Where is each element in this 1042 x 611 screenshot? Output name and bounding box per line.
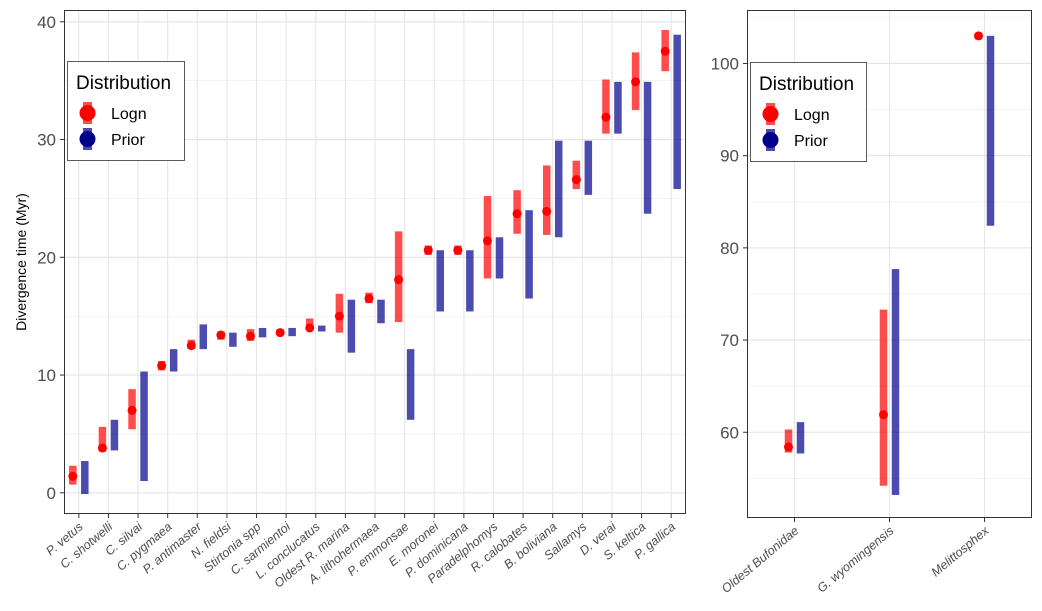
legend-key-dot [79,105,96,121]
legend-key-dot [762,132,779,148]
prior-range-bar-c-pygmaea [169,349,178,372]
left-legend-key-prior [79,128,96,150]
logn-point-b-boliviana [542,206,552,216]
left-panel-marks [68,30,681,494]
logn-point-melittosphex [974,31,983,41]
prior-range-bar-a-lithohermaea [377,299,385,324]
prior-range-bar-e-moronei [436,250,444,312]
prior-range-bar-oldest-bufonidae [796,422,805,454]
logn-point-stirtonia-spp [246,331,256,341]
y-tick-label: 0 [47,484,56,503]
left-panel-grid [64,10,686,514]
prior-range-bar-melittosphex [986,35,995,226]
logn-point-l-conclucatus [305,323,315,333]
prior-range-bar-c-silvai [140,371,148,482]
logn-point-p-vetus [68,471,78,481]
logn-point-c-shotwelli [97,443,107,453]
right-legend-title: Distribution [759,74,854,95]
prior-range-bar-r-calobates [525,210,533,299]
right-legend-key-logn [762,103,779,125]
logn-range-bar-b-boliviana [542,165,551,235]
logn-point-r-calobates [512,209,522,219]
logn-point-e-moronei [423,245,433,255]
legend-key-dot [79,131,96,147]
prior-range-bar-c-shotwelli [110,419,119,451]
prior-range-bar-sallamys [584,140,593,195]
logn-range-bar-oldest-bufonidae [784,429,793,453]
logn-point-n-fieldsi [216,330,226,340]
left-panel-legend: Distribution Logn Prior [67,61,185,161]
right-legend-key-prior [762,129,779,151]
y-tick-label: 70 [720,331,739,350]
y-tick-label: 30 [37,131,56,150]
prior-range-bar-paradelphomys [495,237,504,279]
logn-point-g-wyomingensis [879,410,888,420]
left-legend-key-logn [79,102,96,124]
prior-range-bar-d-verai [614,81,622,134]
left-legend-label-logn: Logn [111,106,147,123]
logn-range-bar-c-shotwelli [98,426,107,452]
left-panel-y-axis-label: Divergence time (Myr) [13,193,29,331]
y-tick-label: 20 [37,248,56,267]
logn-point-d-verai [601,112,611,122]
prior-range-bar-p-vetus [81,461,89,494]
y-tick-label: 40 [37,13,56,32]
logn-point-sallamys [571,175,581,185]
left-legend-label-prior: Prior [111,132,145,149]
left-legend-title: Distribution [76,73,171,94]
prior-range-bar-b-boliviana [554,140,563,238]
prior-range-bar-c-sarmientoi [288,327,296,337]
right-panel-marks [784,31,995,495]
logn-range-bar-sallamys [572,160,581,189]
right-legend-label-logn: Logn [794,107,830,124]
left-panel-border [64,10,686,514]
logn-point-c-silvai [127,405,137,415]
logn-point-c-sarmientoi [275,328,285,338]
prior-range-bar-n-fieldsi [229,332,237,347]
logn-point-oldest-bufonidae [784,442,793,452]
prior-range-bar-s-keltica [643,81,652,214]
logn-point-oldest-r-marina [334,311,344,321]
prior-range-bar-p-dominicana [466,250,474,312]
logn-point-p-antimaster [186,341,196,351]
right-panel-border [747,10,1032,518]
logn-range-bar-g-wyomingensis [879,309,888,486]
left-panel-y-ticks: 0 10 20 30 40 [37,13,64,503]
y-tick-label: 90 [720,147,739,166]
prior-range-bar-stirtonia-spp [258,327,267,338]
prior-range-bar-p-gallica [673,34,681,189]
logn-range-bar-d-verai [602,79,610,134]
y-tick-label: 100 [711,54,739,73]
y-tick-label: 10 [37,366,56,385]
right-panel-y-ticks: 60 70 80 90 100 [711,54,747,442]
prior-range-bar-p-antimaster [199,324,208,350]
logn-point-paradelphomys [482,236,492,246]
logn-point-c-pygmaea [157,361,167,371]
right-panel-legend: Distribution Logn Prior [750,62,867,162]
prior-range-bar-p-emmonsae [406,349,415,420]
prior-range-bar-oldest-r-marina [347,299,356,353]
logn-point-p-gallica [660,46,670,56]
y-tick-label: 60 [720,423,739,442]
logn-point-a-lithohermaea [364,294,374,304]
logn-point-p-dominicana [453,245,463,255]
right-legend-label-prior: Prior [794,133,828,150]
logn-point-p-emmonsae [394,275,404,285]
logn-point-s-keltica [631,77,641,87]
y-tick-label: 80 [720,239,739,258]
prior-range-bar-g-wyomingensis [891,269,900,495]
prior-range-bar-l-conclucatus [318,325,326,332]
legend-key-dot [762,106,779,122]
